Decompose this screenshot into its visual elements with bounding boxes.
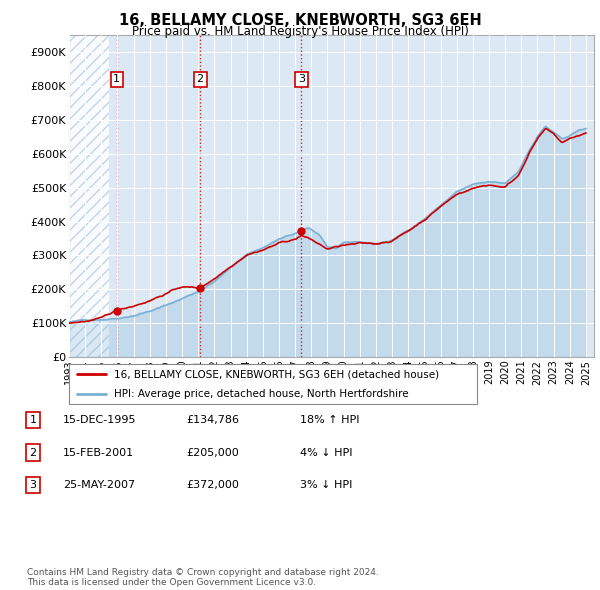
Text: 3: 3 xyxy=(29,480,37,490)
Text: Price paid vs. HM Land Registry's House Price Index (HPI): Price paid vs. HM Land Registry's House … xyxy=(131,25,469,38)
Text: £372,000: £372,000 xyxy=(186,480,239,490)
Text: 2: 2 xyxy=(197,74,204,84)
Text: £134,786: £134,786 xyxy=(186,415,239,425)
Text: 16, BELLAMY CLOSE, KNEBWORTH, SG3 6EH (detached house): 16, BELLAMY CLOSE, KNEBWORTH, SG3 6EH (d… xyxy=(114,369,439,379)
Text: 3% ↓ HPI: 3% ↓ HPI xyxy=(300,480,352,490)
Text: 2: 2 xyxy=(29,448,37,457)
Text: 16, BELLAMY CLOSE, KNEBWORTH, SG3 6EH: 16, BELLAMY CLOSE, KNEBWORTH, SG3 6EH xyxy=(119,13,481,28)
Text: 15-DEC-1995: 15-DEC-1995 xyxy=(63,415,137,425)
Text: 1: 1 xyxy=(29,415,37,425)
Text: 3: 3 xyxy=(298,74,305,84)
Text: 4% ↓ HPI: 4% ↓ HPI xyxy=(300,448,353,457)
Text: 25-MAY-2007: 25-MAY-2007 xyxy=(63,480,135,490)
Text: £205,000: £205,000 xyxy=(186,448,239,457)
Text: HPI: Average price, detached house, North Hertfordshire: HPI: Average price, detached house, Nort… xyxy=(114,389,409,399)
Text: 1: 1 xyxy=(113,74,121,84)
Text: 15-FEB-2001: 15-FEB-2001 xyxy=(63,448,134,457)
FancyBboxPatch shape xyxy=(69,364,477,404)
Text: Contains HM Land Registry data © Crown copyright and database right 2024.
This d: Contains HM Land Registry data © Crown c… xyxy=(27,568,379,587)
Text: 18% ↑ HPI: 18% ↑ HPI xyxy=(300,415,359,425)
